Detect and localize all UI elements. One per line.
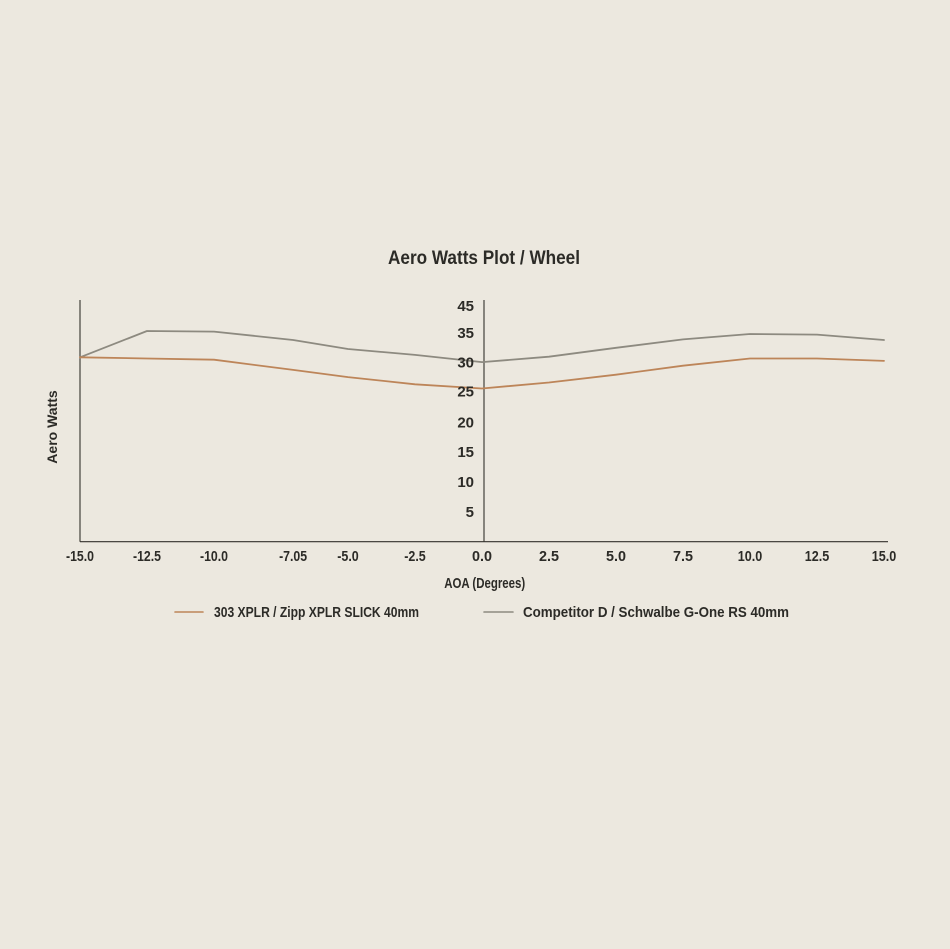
svg-text:5: 5 bbox=[466, 504, 474, 521]
svg-text:2.5: 2.5 bbox=[539, 548, 559, 565]
svg-text:Competitor D / Schwalbe G-One: Competitor D / Schwalbe G-One RS 40mm bbox=[523, 604, 789, 621]
svg-text:12.5: 12.5 bbox=[805, 548, 830, 565]
svg-text:5.0: 5.0 bbox=[606, 548, 626, 565]
svg-text:-5.0: -5.0 bbox=[337, 548, 359, 565]
svg-text:-10.0: -10.0 bbox=[200, 548, 228, 565]
svg-text:Aero Watts Plot / Wheel: Aero Watts Plot / Wheel bbox=[388, 247, 580, 269]
svg-text:-12.5: -12.5 bbox=[133, 548, 161, 565]
svg-text:AOA (Degrees): AOA (Degrees) bbox=[444, 575, 525, 592]
svg-text:-7.05: -7.05 bbox=[279, 548, 307, 565]
svg-text:7.5: 7.5 bbox=[673, 548, 693, 565]
svg-text:-2.5: -2.5 bbox=[404, 548, 426, 565]
svg-text:35: 35 bbox=[457, 325, 474, 342]
svg-text:-15.0: -15.0 bbox=[66, 548, 94, 565]
svg-text:30: 30 bbox=[457, 355, 474, 372]
svg-text:45: 45 bbox=[457, 298, 474, 315]
svg-text:10.0: 10.0 bbox=[738, 548, 763, 565]
svg-text:303 XPLR / Zipp XPLR SLICK 40m: 303 XPLR / Zipp XPLR SLICK 40mm bbox=[214, 604, 419, 621]
svg-text:15.0: 15.0 bbox=[872, 548, 897, 565]
svg-text:10: 10 bbox=[457, 474, 474, 491]
svg-text:25: 25 bbox=[457, 384, 474, 401]
svg-text:20: 20 bbox=[457, 415, 474, 432]
svg-text:0.0: 0.0 bbox=[472, 548, 492, 565]
svg-text:15: 15 bbox=[457, 444, 474, 461]
svg-text:Aero Watts: Aero Watts bbox=[44, 390, 60, 464]
